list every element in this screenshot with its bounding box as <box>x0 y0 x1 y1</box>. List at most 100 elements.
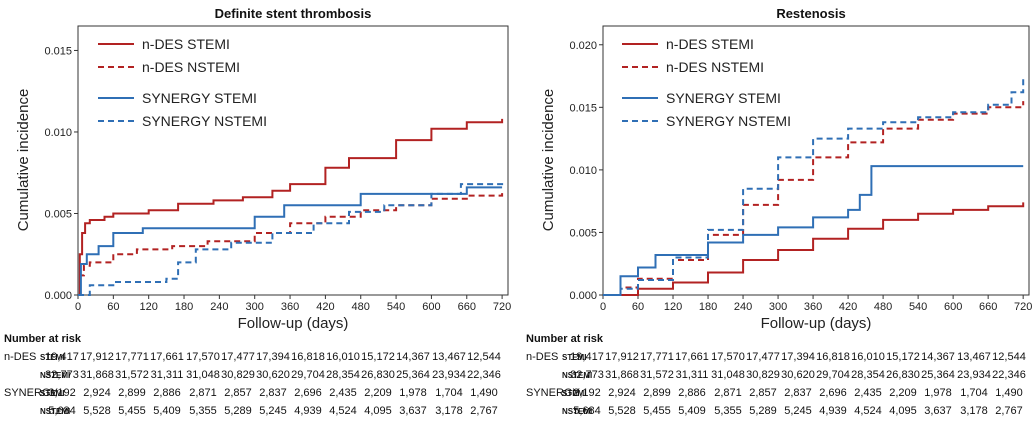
risk-count: 2,696 <box>819 387 847 399</box>
chart-title: Restenosis <box>776 6 845 21</box>
x-tick-label: 0 <box>75 301 81 313</box>
risk-count: 5,528 <box>83 405 111 417</box>
risk-count: 3,637 <box>399 405 427 417</box>
risk-count: 5,528 <box>608 405 636 417</box>
risk-subgroup-label: NSTEMI <box>40 371 70 380</box>
risk-count: 4,095 <box>889 405 917 417</box>
chart-title: Definite stent thrombosis <box>215 6 372 21</box>
x-tick-label: 60 <box>632 301 644 313</box>
risk-count: 5,289 <box>749 405 777 417</box>
risk-count: 1,704 <box>435 387 463 399</box>
legend-label: SYNERGY STEMI <box>666 90 781 106</box>
risk-count: 2,209 <box>889 387 917 399</box>
plot-frame <box>602 25 1030 296</box>
series-line <box>603 202 1025 296</box>
x-tick-label: 600 <box>422 301 440 313</box>
risk-count: 3,192 <box>573 387 601 399</box>
risk-count: 31,868 <box>80 369 114 381</box>
legend-label: n-DES NSTEMI <box>142 59 240 75</box>
risk-subgroup-label: NSTEMI <box>40 407 70 416</box>
risk-count: 2,767 <box>995 405 1023 417</box>
risk-count: 4,939 <box>819 405 847 417</box>
x-tick-label: 540 <box>387 301 405 313</box>
risk-count: 4,095 <box>364 405 392 417</box>
risk-count: 5,355 <box>189 405 217 417</box>
risk-count: 2,871 <box>189 387 217 399</box>
risk-count: 4,524 <box>329 405 357 417</box>
risk-count: 5,455 <box>643 405 671 417</box>
risk-count: 5,684 <box>48 405 76 417</box>
risk-subgroup-label: NSTEMI <box>562 371 592 380</box>
series-line <box>78 190 504 296</box>
risk-count: 3,178 <box>960 405 988 417</box>
risk-count: 22,346 <box>467 369 501 381</box>
risk-count: 31,868 <box>605 369 639 381</box>
x-tick-label: 540 <box>909 301 927 313</box>
x-tick-label: 720 <box>493 301 511 313</box>
risk-count: 1,490 <box>470 387 498 399</box>
legend-label: SYNERGY STEMI <box>142 90 257 106</box>
risk-count: 31,572 <box>115 369 149 381</box>
risk-count: 4,939 <box>294 405 322 417</box>
risk-count: 1,978 <box>924 387 952 399</box>
risk-count: 2,871 <box>714 387 742 399</box>
risk-count: 2,857 <box>749 387 777 399</box>
risk-count: 17,394 <box>256 351 290 363</box>
x-tick-label: 360 <box>281 301 299 313</box>
risk-count: 5,245 <box>259 405 287 417</box>
x-tick-label: 420 <box>839 301 857 313</box>
risk-count: 26,830 <box>886 369 920 381</box>
risk-count: 30,620 <box>256 369 290 381</box>
risk-count: 5,409 <box>678 405 706 417</box>
risk-count: 17,661 <box>150 351 184 363</box>
risk-count: 5,355 <box>714 405 742 417</box>
x-tick-label: 660 <box>458 301 476 313</box>
risk-count: 16,818 <box>291 351 325 363</box>
legend-label: n-DES STEMI <box>142 36 230 52</box>
y-tick-label: 0.020 <box>569 40 597 52</box>
risk-group-label: SYNERGY <box>4 387 58 399</box>
risk-count: 5,684 <box>573 405 601 417</box>
y-axis-label: Cumulative incidence <box>540 89 557 232</box>
risk-count: 1,704 <box>960 387 988 399</box>
risk-count: 2,435 <box>854 387 882 399</box>
risk-count: 4,524 <box>854 405 882 417</box>
x-tick-label: 240 <box>734 301 752 313</box>
series-line <box>78 118 504 296</box>
x-tick-label: 0 <box>600 301 606 313</box>
risk-count: 14,367 <box>921 351 955 363</box>
risk-subgroup-label: STEMI <box>40 389 64 398</box>
risk-count: 28,354 <box>326 369 360 381</box>
risk-table-header: Number at risk <box>526 333 604 345</box>
risk-count: 15,172 <box>886 351 920 363</box>
series-line <box>603 165 1024 296</box>
x-tick-label: 480 <box>352 301 370 313</box>
plot-frame <box>77 25 509 296</box>
risk-count: 17,771 <box>640 351 674 363</box>
risk-count: 31,572 <box>640 369 674 381</box>
x-tick-label: 300 <box>246 301 264 313</box>
risk-count: 22,346 <box>992 369 1026 381</box>
x-tick-label: 60 <box>107 301 119 313</box>
risk-count: 2,924 <box>83 387 111 399</box>
risk-count: 2,899 <box>118 387 146 399</box>
risk-count: 31,311 <box>676 369 709 381</box>
risk-count: 30,829 <box>221 369 255 381</box>
risk-group-label: n-DES <box>526 351 558 363</box>
risk-count: 30,620 <box>781 369 815 381</box>
legend-label: SYNERGY NSTEMI <box>666 113 791 129</box>
risk-count: 14,367 <box>396 351 430 363</box>
risk-count: 17,661 <box>675 351 709 363</box>
risk-count: 23,934 <box>957 369 991 381</box>
risk-count: 31,048 <box>711 369 745 381</box>
risk-count: 2,209 <box>364 387 392 399</box>
risk-count: 16,010 <box>851 351 885 363</box>
x-tick-label: 240 <box>210 301 228 313</box>
series-line <box>603 101 1025 296</box>
risk-count: 30,829 <box>746 369 780 381</box>
x-axis-label: Follow-up (days) <box>761 315 872 332</box>
y-tick-label: 0.015 <box>569 102 597 114</box>
risk-count: 25,364 <box>396 369 430 381</box>
risk-count: 32,773 <box>570 369 604 381</box>
